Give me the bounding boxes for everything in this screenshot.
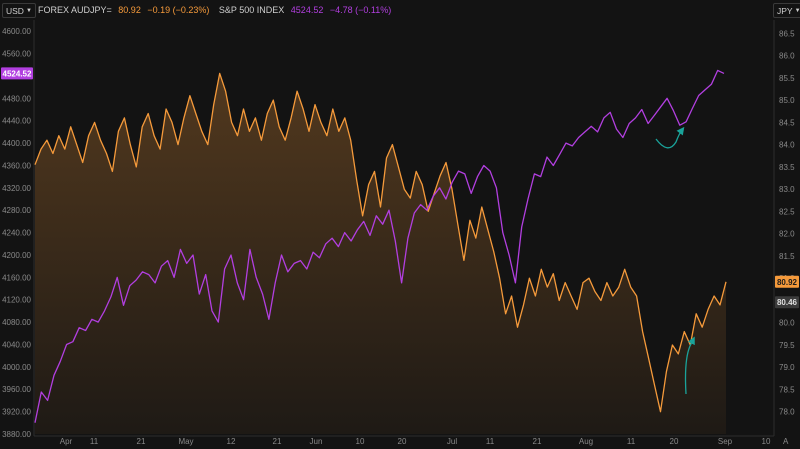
left-axis-tick: 4320.00: [2, 184, 31, 193]
left-axis-tick: 4160.00: [2, 273, 31, 282]
right-axis-tick: 82.0: [779, 230, 795, 239]
left-axis-tick: 4440.00: [2, 117, 31, 126]
right-price-axis[interactable]: 78.078.579.079.580.080.581.081.582.082.5…: [773, 20, 795, 436]
time-axis-tick: 11: [627, 437, 636, 446]
audjpy-annotation-arrow: [684, 336, 695, 395]
spx-line[interactable]: [34, 69, 725, 423]
time-axis-tick: 21: [137, 437, 146, 446]
time-axis[interactable]: Apr 11 21 May 12 21 Jun 10 20 Jul 11 21 Aug 11 20 Sep 10: [34, 435, 774, 446]
left-axis-tick: 4600.00: [2, 27, 31, 36]
legend-aud-name[interactable]: FOREX AUDJPY=: [38, 5, 112, 15]
left-axis-tick: 4400.00: [2, 139, 31, 148]
right-axis-tick: 78.5: [779, 385, 795, 394]
spx-annotation-arrow: [655, 126, 685, 149]
left-axis-tick: 3880.00: [2, 430, 31, 439]
audjpy-line[interactable]: [34, 72, 727, 413]
legend-spx-change: −4.78 (−0.11%): [329, 5, 392, 15]
time-axis-tick: May: [178, 437, 193, 446]
left-unit-label: USD: [6, 5, 24, 16]
right-axis-tick: 86.0: [779, 52, 795, 61]
legend-spx-value: 4524.52: [290, 5, 324, 15]
right-axis-tick: 79.0: [779, 363, 795, 372]
right-unit-label: JPY: [777, 5, 793, 16]
legend-spx-name[interactable]: S&P 500 INDEX: [218, 5, 285, 15]
left-axis-tick: 4280.00: [2, 206, 31, 215]
audjpy-last-price-badge-bg: [775, 275, 799, 288]
left-axis-tick: 4120.00: [2, 296, 31, 305]
left-axis-tick: 3920.00: [2, 408, 31, 417]
time-axis-tick: 12: [227, 437, 236, 446]
right-axis-tick: 85.5: [779, 74, 795, 83]
left-axis-tick: 4240.00: [2, 229, 31, 238]
right-axis-tick: 84.5: [779, 118, 795, 127]
annotations: [655, 126, 695, 395]
time-axis-tick: Aug: [579, 437, 593, 446]
time-axis-tick: Apr: [60, 437, 73, 446]
time-axis-tick: 11: [486, 437, 495, 446]
chevron-down-icon: ▼: [794, 7, 800, 14]
left-axis-tick: 4360.00: [2, 161, 31, 170]
right-axis-tick: 86.5: [779, 29, 795, 38]
time-axis-tick: 20: [670, 437, 679, 446]
legend-aud-value: 80.92: [118, 5, 141, 15]
left-axis-tick: 4000.00: [2, 363, 31, 372]
right-axis-tick: 80.0: [779, 319, 795, 328]
spx-last-price-badge-bg: [1, 67, 33, 80]
right-axis-tick: 85.0: [779, 96, 795, 105]
audjpy-last-price-badge: 80.92: [777, 278, 798, 287]
left-axis-tick: 4200.00: [2, 251, 31, 260]
right-axis-tick: 78.0: [779, 408, 795, 417]
plot-area[interactable]: [34, 69, 727, 435]
time-axis-tick: 21: [273, 437, 282, 446]
time-axis-tick: Sep: [718, 437, 733, 446]
time-axis-tick: Jun: [310, 437, 323, 446]
legend: FOREX AUDJPY= 80.92 −0.19 (−0.23%) S&P 5…: [38, 5, 395, 15]
left-axis-tick: 3960.00: [2, 385, 31, 394]
audjpy-reference-badge-bg: [775, 296, 799, 309]
right-axis-tick: 84.0: [779, 141, 795, 150]
right-axis-tick: 83.5: [779, 163, 795, 172]
left-unit-selector[interactable]: USD ▼: [2, 3, 36, 18]
right-axis-tick: 83.0: [779, 185, 795, 194]
time-axis-tick: 10: [356, 437, 365, 446]
legend-aud-change: −0.19 (−0.23%): [147, 5, 210, 15]
time-axis-tick: Jul: [447, 437, 457, 446]
chevron-down-icon: ▼: [25, 7, 32, 14]
left-axis-tick: 4080.00: [2, 318, 31, 327]
left-axis-tick: 4480.00: [2, 94, 31, 103]
audjpy-reference-badge: 80.46: [777, 298, 798, 307]
audjpy-area: [35, 73, 726, 435]
time-axis-tick: 11: [90, 437, 99, 446]
left-price-axis[interactable]: 3880.00 3920.00 3960.00 4000.00 4040.00 4080.…: [2, 20, 35, 439]
time-axis-tick: 10: [762, 437, 771, 446]
time-axis-tick: 20: [398, 437, 407, 446]
time-axis-tick: 21: [533, 437, 542, 446]
right-axis-tick: 79.5: [779, 341, 795, 350]
left-axis-tick: 4560.00: [2, 50, 31, 59]
price-badges: 4524.52 80.92 80.46: [1, 67, 799, 309]
right-axis-tick: 81.5: [779, 252, 795, 261]
right-axis-tick: 82.5: [779, 207, 795, 216]
right-unit-selector[interactable]: JPY ▼: [773, 3, 800, 18]
auto-scale-button[interactable]: A: [783, 437, 789, 446]
spx-last-price-badge: 4524.52: [3, 69, 32, 78]
left-axis-tick: 4040.00: [2, 340, 31, 349]
